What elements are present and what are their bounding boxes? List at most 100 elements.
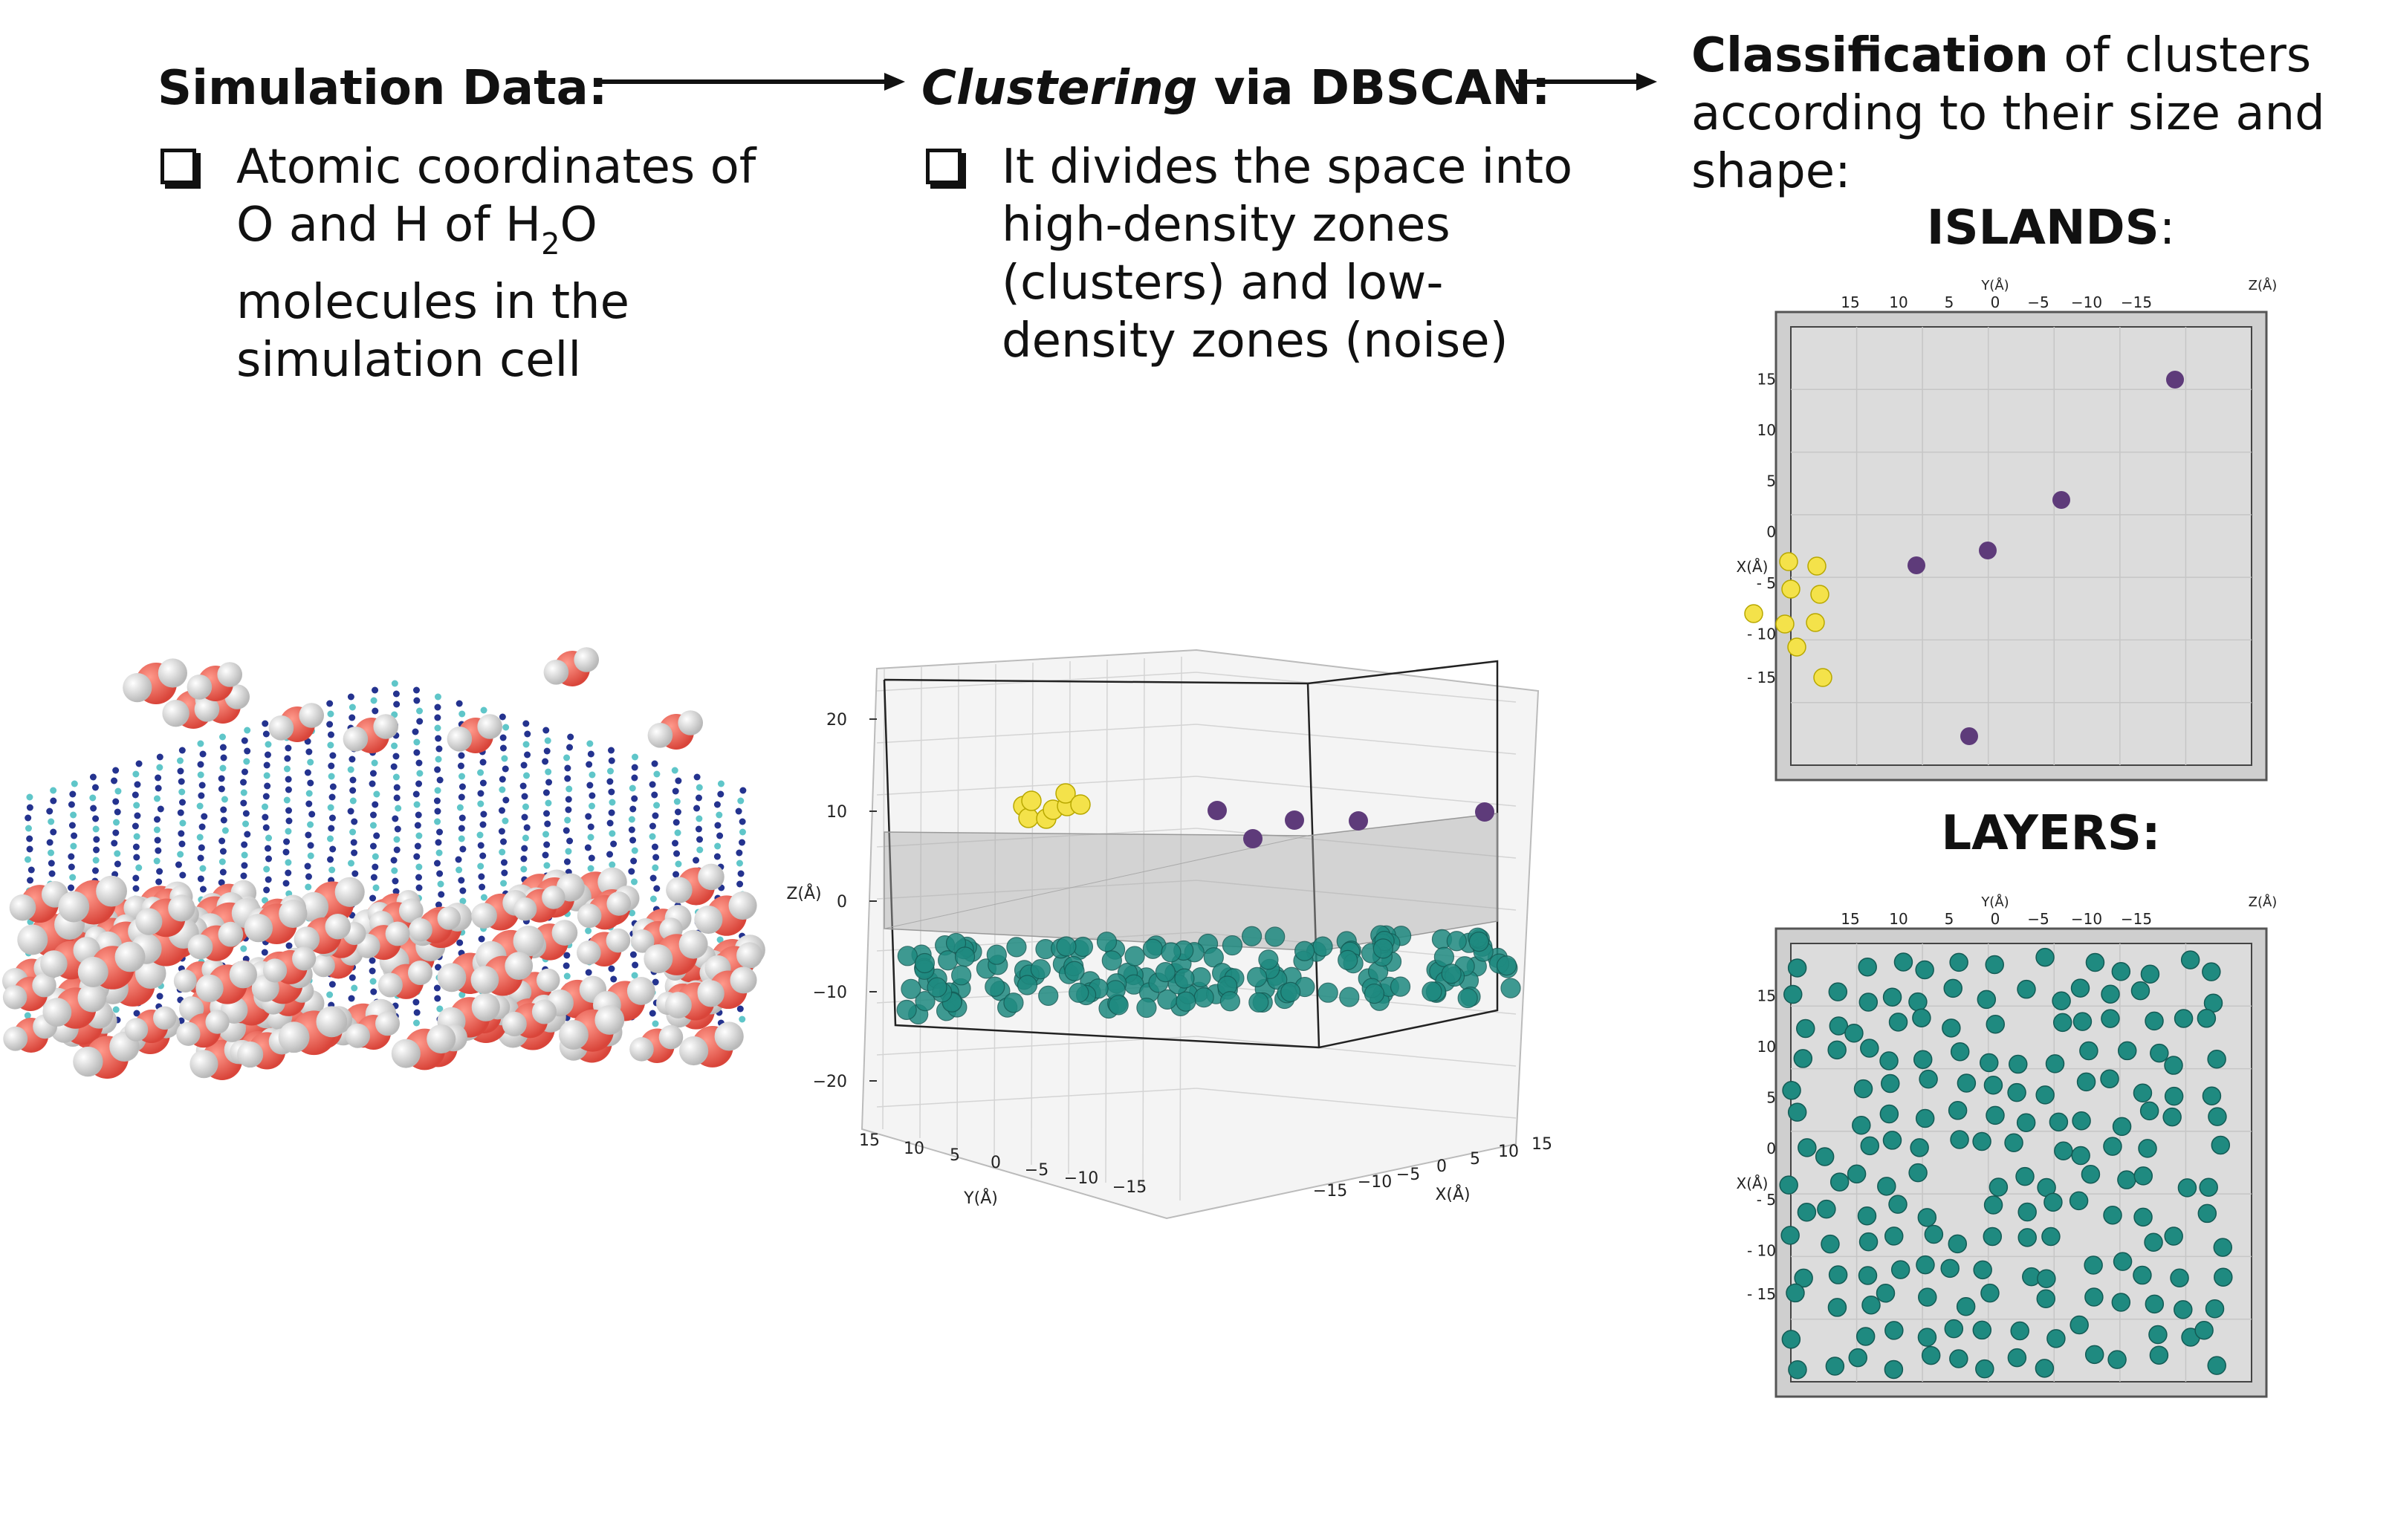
layer-point bbox=[2103, 1137, 2122, 1156]
atom-dot bbox=[696, 784, 703, 791]
hydrogen-atom bbox=[195, 974, 224, 1003]
atom-dot bbox=[240, 872, 247, 880]
layer-point bbox=[1950, 1130, 1969, 1149]
grid-line bbox=[1196, 1036, 1517, 1067]
atom-dot bbox=[153, 795, 161, 802]
layer-point bbox=[2130, 981, 2150, 1001]
layer-point bbox=[1038, 985, 1059, 1006]
atom-dot bbox=[563, 827, 570, 834]
atom-dot bbox=[262, 793, 270, 800]
atom-dot bbox=[499, 734, 507, 741]
hydrogen-atom bbox=[176, 1021, 201, 1046]
hydrogen-atom bbox=[697, 980, 725, 1007]
atom-dot bbox=[218, 775, 225, 782]
atom-dot bbox=[415, 863, 423, 871]
y-tick-label: 15 bbox=[859, 1131, 880, 1150]
layer-point bbox=[2117, 1170, 2136, 1189]
layer-point bbox=[1882, 1131, 1902, 1150]
layer-point bbox=[2084, 1287, 2104, 1307]
atom-dot bbox=[198, 844, 205, 851]
atom-dot bbox=[649, 833, 656, 840]
atom-dot bbox=[390, 763, 398, 770]
layer-point bbox=[2052, 1013, 2072, 1033]
atom-dot bbox=[414, 842, 421, 850]
atom-dot bbox=[523, 772, 531, 779]
atom-dot bbox=[218, 879, 225, 886]
atom-dot bbox=[391, 742, 398, 750]
atom-dot bbox=[307, 852, 314, 860]
clustering-title-emphasis: Clustering bbox=[921, 61, 1198, 116]
x-tick-label: - 5 bbox=[1757, 1191, 1776, 1209]
layer-point bbox=[2202, 962, 2221, 981]
atom-dot bbox=[438, 891, 445, 898]
layer-point bbox=[2049, 1112, 2069, 1132]
atom-dot bbox=[132, 770, 140, 778]
atom-dot bbox=[501, 869, 508, 877]
atom-dot bbox=[69, 790, 77, 798]
hydrogen-atom bbox=[299, 703, 325, 728]
atom-dot bbox=[390, 857, 398, 864]
layer-point bbox=[2140, 964, 2160, 984]
atom-dot bbox=[458, 793, 465, 801]
layer-point bbox=[1064, 961, 1085, 981]
layer-point bbox=[897, 946, 918, 966]
layer-point bbox=[1030, 959, 1051, 980]
hydrogen-atom bbox=[42, 998, 72, 1027]
atom-dot bbox=[675, 860, 682, 868]
hydrogen-atom bbox=[218, 921, 244, 947]
layer-point bbox=[2164, 1227, 2183, 1246]
atom-dot bbox=[262, 813, 269, 821]
slab-edge bbox=[884, 835, 1309, 929]
atom-dot bbox=[433, 797, 441, 805]
x-tick-label: −5 bbox=[1396, 1166, 1420, 1184]
atom-dot bbox=[372, 707, 379, 715]
hydrogen-atom bbox=[470, 966, 499, 994]
atom-dot bbox=[304, 862, 311, 870]
atom-dot bbox=[305, 831, 312, 839]
atom-dot bbox=[714, 842, 722, 850]
layer-point bbox=[1124, 946, 1145, 966]
layer-point bbox=[2076, 1072, 2096, 1092]
atom-dot bbox=[153, 857, 161, 865]
atom-dot bbox=[651, 791, 658, 799]
layer-point bbox=[1364, 983, 1385, 1004]
hydrogen-atom bbox=[173, 969, 197, 992]
layer-point bbox=[1155, 962, 1176, 983]
layer-point bbox=[2180, 950, 2200, 969]
atom-dot bbox=[434, 808, 441, 815]
atom-dot bbox=[434, 714, 441, 721]
atom-dot bbox=[435, 756, 442, 763]
atom-dot bbox=[371, 759, 378, 767]
hydrogen-atom bbox=[187, 934, 213, 960]
atom-dot bbox=[521, 845, 528, 852]
hydrogen-atom bbox=[698, 863, 725, 891]
atom-dot bbox=[112, 829, 120, 836]
atom-dot bbox=[284, 755, 291, 762]
x-tick-label: - 15 bbox=[1747, 1285, 1776, 1303]
atom-dot bbox=[68, 853, 75, 860]
layer-point bbox=[1338, 949, 1358, 970]
hydrogen-atom bbox=[40, 950, 68, 978]
grid-line bbox=[876, 724, 1197, 744]
grid-line bbox=[876, 828, 1197, 848]
atom-dot bbox=[696, 846, 704, 854]
hydrogen-atom bbox=[187, 675, 213, 700]
cube-edge bbox=[1306, 683, 1320, 1048]
atom-dot bbox=[652, 854, 660, 861]
hydrogen-atom bbox=[134, 958, 166, 990]
atom-dot bbox=[436, 1005, 444, 1013]
atom-dot bbox=[265, 834, 273, 842]
layer-point bbox=[1848, 1348, 1867, 1368]
atom-dot bbox=[567, 733, 574, 741]
atom-dot bbox=[328, 762, 335, 770]
atom-dot bbox=[156, 764, 163, 771]
atom-dot bbox=[24, 856, 31, 863]
atom-dot bbox=[631, 972, 638, 979]
atom-dot bbox=[563, 952, 571, 959]
atom-dot bbox=[542, 727, 550, 734]
atom-dot bbox=[671, 767, 678, 774]
atom-dot bbox=[133, 1010, 140, 1017]
atom-dot bbox=[328, 866, 336, 874]
layer-point bbox=[927, 977, 947, 998]
